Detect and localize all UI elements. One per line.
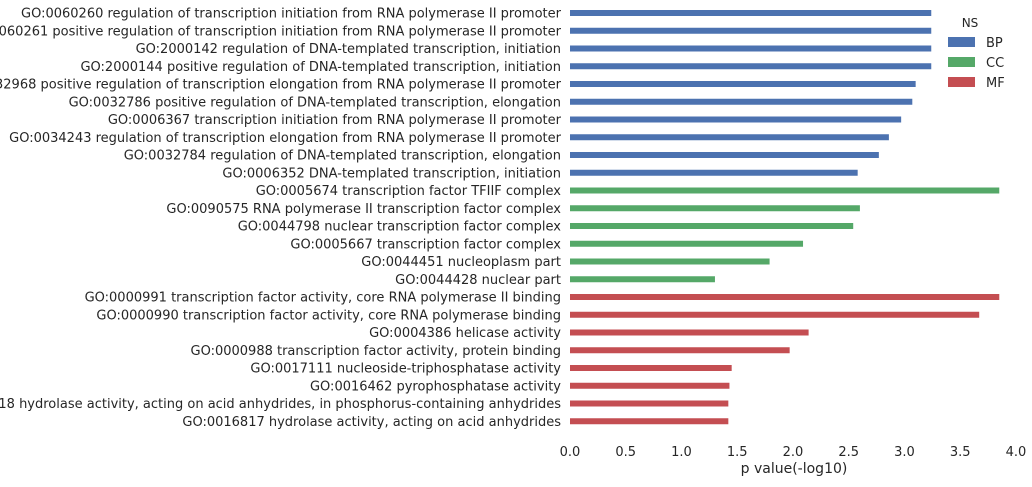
category-label: GO:0005667 transcription factor complex (290, 237, 561, 252)
x-tick-label: 3.5 (950, 445, 971, 460)
legend-label-cc: CC (986, 56, 1004, 71)
legend-swatch-bp (948, 37, 975, 47)
x-tick-label: 2.0 (783, 445, 804, 460)
category-label: GO:0032968 positive regulation of transc… (0, 78, 562, 93)
bar-go-0044428 (570, 276, 715, 283)
bar-go-2000142 (570, 45, 932, 52)
bar-go-0060261 (570, 27, 932, 34)
category-label: GO:0006367 transcription initiation from… (108, 113, 562, 128)
bar-go-0004386 (570, 329, 809, 336)
bar-go-0005674 (570, 187, 1000, 194)
bar-go-0000991 (570, 294, 1000, 300)
x-tick-label: 2.5 (838, 445, 859, 460)
category-label: GO:0032786 positive regulation of DNA-te… (69, 95, 561, 110)
category-label: GO:0044428 nuclear part (395, 273, 561, 288)
bar-go-0034243 (570, 134, 889, 141)
category-label: GO:2000142 regulation of DNA-templated t… (136, 42, 561, 57)
bar-go-0016818 (570, 400, 729, 407)
bar-go-0032786 (570, 98, 913, 105)
category-label: GO:0005674 transcription factor TFIIF co… (256, 184, 562, 199)
bar-go-2000144 (570, 63, 932, 70)
legend-swatch-mf (948, 77, 975, 87)
category-label: GO:0016462 pyrophosphatase activity (310, 379, 561, 394)
legend-title: NS (962, 16, 979, 30)
legend-swatch-cc (948, 57, 975, 67)
category-label: GO:0017111 nucleoside-triphosphatase act… (250, 362, 561, 377)
bar-go-0044451 (570, 258, 770, 265)
category-label: GO:0016818 hydrolase activity, acting on… (0, 397, 561, 412)
category-label: GO:2000144 positive regulation of DNA-te… (80, 60, 561, 75)
category-label: GO:0044451 nucleoplasm part (361, 255, 561, 270)
legend: NS BP CC MF (948, 16, 1005, 91)
bar-go-0016817 (570, 418, 729, 425)
category-label: GO:0032784 regulation of DNA-templated t… (124, 149, 561, 164)
bars-layer (570, 10, 1000, 425)
category-label: GO:0060260 regulation of transcription i… (21, 7, 562, 22)
category-label: GO:0004386 helicase activity (369, 326, 561, 341)
bar-go-0000990 (570, 311, 980, 318)
bar-go-0017111 (570, 365, 732, 371)
legend-label-bp: BP (986, 36, 1003, 51)
category-label: GO:0060261 positive regulation of transc… (0, 24, 562, 39)
bar-go-0000988 (570, 347, 790, 354)
bar-go-0016462 (570, 382, 730, 389)
legend-label-mf: MF (986, 76, 1005, 91)
category-label: GO:0000988 transcription factor activity… (191, 344, 562, 359)
bar-go-0005667 (570, 240, 804, 247)
category-label: GO:0034243 regulation of transcription e… (9, 131, 562, 146)
x-tick-label: 0.5 (615, 445, 636, 460)
x-axis-ticks: 0.0 0.5 1.0 1.5 2.0 2.5 3.0 3.5 4.0 (560, 445, 1027, 460)
x-tick-label: 3.0 (894, 445, 915, 460)
category-label: GO:0000991 transcription factor activity… (85, 291, 561, 306)
category-label: GO:0090575 RNA polymerase II transcripti… (166, 202, 561, 217)
category-label: GO:0000990 transcription factor activity… (96, 308, 561, 323)
bar-go-0006367 (570, 116, 902, 123)
bar-go-0032968 (570, 81, 916, 87)
bar-go-0032784 (570, 152, 879, 158)
x-tick-label: 1.0 (671, 445, 692, 460)
category-labels: GO:0060260 regulation of transcription i… (0, 7, 562, 430)
x-axis-title: p value(-log10) (741, 461, 848, 477)
x-tick-label: 1.5 (727, 445, 748, 460)
x-tick-label: 0.0 (560, 445, 581, 460)
bar-go-0006352 (570, 169, 858, 176)
bar-go-0060260 (570, 10, 932, 16)
x-tick-label: 4.0 (1006, 445, 1027, 460)
category-label: GO:0044798 nuclear transcription factor … (238, 220, 562, 235)
category-label: GO:0016817 hydrolase activity, acting on… (182, 415, 561, 430)
bar-go-0044798 (570, 223, 854, 229)
bar-go-0090575 (570, 205, 860, 212)
category-label: GO:0006352 DNA-templated transcription, … (222, 166, 561, 181)
